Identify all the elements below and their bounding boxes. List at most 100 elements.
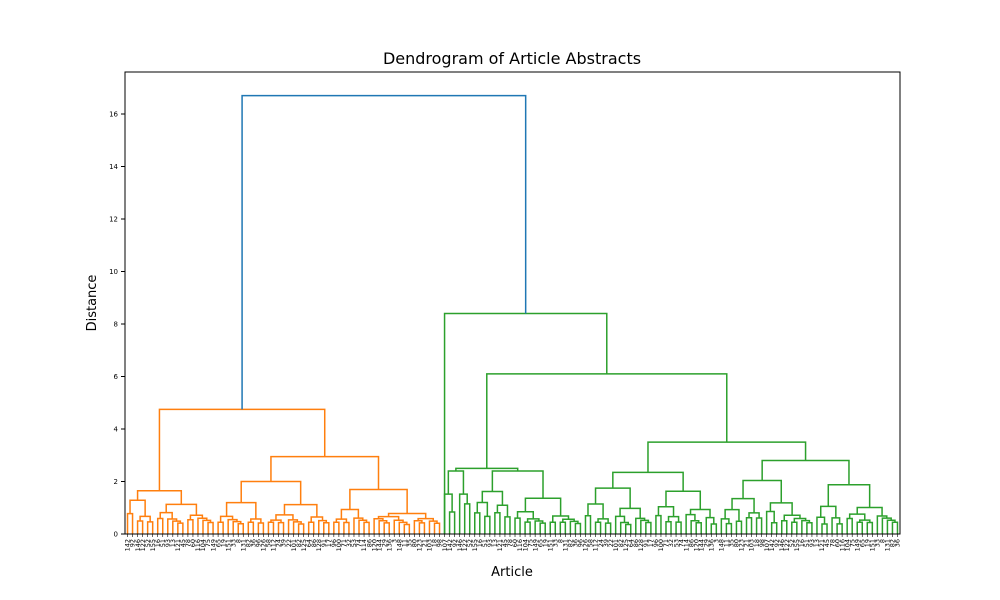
dendrogram-link (172, 520, 182, 534)
dendrogram-link (770, 522, 778, 534)
dendrogram-link (353, 517, 364, 534)
dendrogram-link (858, 519, 871, 523)
leaf-label: 18 (753, 539, 761, 547)
leaf-label: 53 (350, 539, 358, 547)
leaf-label: 86 (365, 539, 373, 547)
leaf-label: 155 (793, 539, 801, 551)
dendrogram-link (594, 487, 631, 509)
dendrogram-link (146, 521, 154, 534)
dendrogram-link (165, 503, 198, 516)
dendrogram-link (187, 519, 194, 534)
leaf-label: 146 (778, 539, 786, 551)
leaf-label: 144 (697, 539, 705, 551)
leaf-label: 60 (189, 539, 197, 547)
leaf-label: 82 (244, 539, 252, 547)
leaf-label: 65 (536, 539, 544, 547)
leaf-label: 149 (531, 539, 539, 551)
leaf-label: 33 (874, 539, 882, 547)
leaf-label: 52 (466, 539, 474, 547)
dendrogram-link (569, 520, 579, 534)
dendrogram-link (476, 501, 489, 517)
leaf-label: 21 (421, 539, 429, 547)
dendrogram-link (827, 484, 871, 508)
dendrogram-link (624, 523, 632, 534)
dendrogram-link (297, 523, 305, 534)
leaf-label: 103 (748, 539, 756, 551)
leaf-label: 78 (184, 539, 192, 547)
leaf-label: 39 (280, 539, 288, 547)
leaf-label: 116 (838, 539, 846, 551)
dendrogram-link (377, 515, 400, 521)
dendrogram-link (791, 521, 798, 534)
dendrogram-link (413, 519, 423, 534)
leaf-label: 8 (879, 539, 887, 543)
dendrogram-link (277, 521, 285, 534)
dendrogram-link (504, 516, 511, 534)
dendrogram-link (821, 523, 828, 534)
dendrogram-link (574, 522, 582, 534)
leaf-label: 123 (738, 539, 746, 551)
leaf-label: 98 (436, 539, 444, 547)
leaf-label: 86 (632, 539, 640, 547)
dendrogram-link (539, 522, 546, 534)
dendrogram-link (559, 521, 567, 534)
leaf-label: 100 (657, 539, 665, 551)
leaf-label: 39 (602, 539, 610, 547)
dendrogram-link (240, 480, 302, 505)
leaf-label: 82 (617, 539, 625, 547)
dendrogram-link (667, 515, 680, 523)
leaf-label: 101 (612, 539, 620, 551)
leaf-label: 22 (607, 539, 615, 547)
leaf-label: 114 (682, 539, 690, 551)
dendrogram-link (417, 517, 434, 522)
dendrogram-link (270, 455, 380, 490)
leaf-label: 45 (823, 539, 831, 547)
dendrogram-link (836, 523, 843, 534)
dendrogram-link (318, 519, 328, 534)
dendrogram-link (433, 522, 441, 534)
leaf-label: 75 (848, 539, 856, 547)
plot-frame (124, 71, 901, 535)
leaf-label: 125 (622, 539, 630, 551)
leaf-label: 96 (577, 539, 585, 547)
leaf-label: 148 (718, 539, 726, 551)
leaf-label: 121 (174, 539, 182, 551)
leaf-label: 122 (783, 539, 791, 551)
dendrogram-link (474, 512, 481, 534)
dendrogram-link (428, 520, 438, 534)
dendrogram-link (136, 489, 183, 505)
leaf-label: 65 (858, 539, 866, 547)
y-tick-label: 2 (114, 478, 118, 486)
dendrogram-link (373, 517, 384, 534)
dendrogram-link (524, 521, 531, 534)
leaf-label: 126 (260, 539, 268, 551)
leaf-label: 11 (401, 539, 409, 547)
leaf-label: 155 (149, 539, 157, 551)
leaf-label: 52 (144, 539, 152, 547)
leaf-label: 82 (889, 539, 897, 547)
chart-title: Dendrogram of Article Abstracts (383, 49, 641, 68)
leaf-label: 33 (551, 539, 559, 547)
leaf-label: 126 (582, 539, 590, 551)
dendrogram-link (745, 516, 753, 534)
leaf-label: 74 (355, 539, 363, 547)
leaf-label: 86 (687, 539, 695, 547)
dendrogram-link (463, 503, 471, 534)
leaf-label: 82 (567, 539, 575, 547)
leaf-label: 120 (370, 539, 378, 551)
dendrogram-link (675, 521, 682, 534)
dendrogram-link (237, 523, 245, 534)
dendrogram-link (614, 515, 626, 534)
leaf-label: 148 (395, 539, 403, 551)
dendrogram-link (126, 512, 134, 534)
dendrogram-link (156, 517, 164, 534)
leaf-label: 131 (239, 539, 247, 551)
leaf-label: 104 (843, 539, 851, 551)
leaf-label: 53 (672, 539, 680, 547)
leaf-label: 131 (884, 539, 892, 551)
leaf-label: 96 (330, 539, 338, 547)
leaf-label: 142 (768, 539, 776, 551)
dendrogram-link (494, 511, 501, 534)
leaf-label: 17 (325, 539, 333, 547)
leaf-label: 122 (139, 539, 147, 551)
